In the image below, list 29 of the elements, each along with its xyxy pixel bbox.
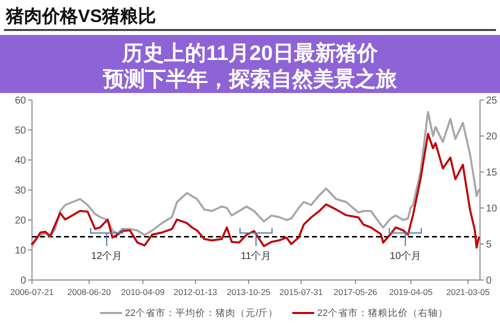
y-tick-label: 30	[14, 186, 26, 196]
x-tick-label: 2006-07-21	[10, 287, 54, 297]
x-tick-label: 2017-05-26	[334, 287, 378, 297]
x-tick-label: 2021-03-05	[446, 287, 490, 297]
chart-title: 猪肉价格VS猪粮比	[5, 6, 156, 26]
legend-label: 22个省市：平均价：猪肉（元/斤）	[125, 307, 278, 319]
y-tick-label: 20	[14, 216, 26, 226]
x-tick-label: 2019-04-05	[389, 287, 433, 297]
annotation: 10个月	[390, 250, 421, 262]
y2-tick-label: 15	[486, 168, 498, 178]
y2-tick-label: 0	[486, 276, 492, 286]
x-tick-label: 2008-06-20	[67, 287, 112, 297]
y2-tick-label: 5	[486, 240, 492, 250]
y-tick-label: 40	[14, 156, 26, 166]
y-tick-label: 10	[14, 246, 26, 256]
x-tick-label: 2012-01-13	[174, 287, 218, 297]
annotation: 11个月	[240, 250, 272, 262]
y2-tick-label: 20	[486, 132, 498, 142]
x-tick-label: 2010-04-09	[121, 287, 165, 297]
text: 历史上的11月20日最新猪价预测下半年，探索自然美景之旅	[102, 41, 398, 91]
y-tick-label: 50	[14, 126, 26, 136]
x-tick-label: 2013-10-25	[226, 287, 271, 297]
annotation: 12个月	[91, 250, 122, 262]
x-tick-label: 2015-07-31	[279, 287, 324, 297]
legend-label: 22个省市：猪粮比价（右轴）	[317, 307, 448, 319]
y-tick-label: 0	[20, 276, 26, 286]
y2-tick-label: 25	[486, 96, 498, 106]
y-tick-label: 60	[14, 96, 26, 106]
y2-tick-label: 10	[486, 204, 498, 214]
